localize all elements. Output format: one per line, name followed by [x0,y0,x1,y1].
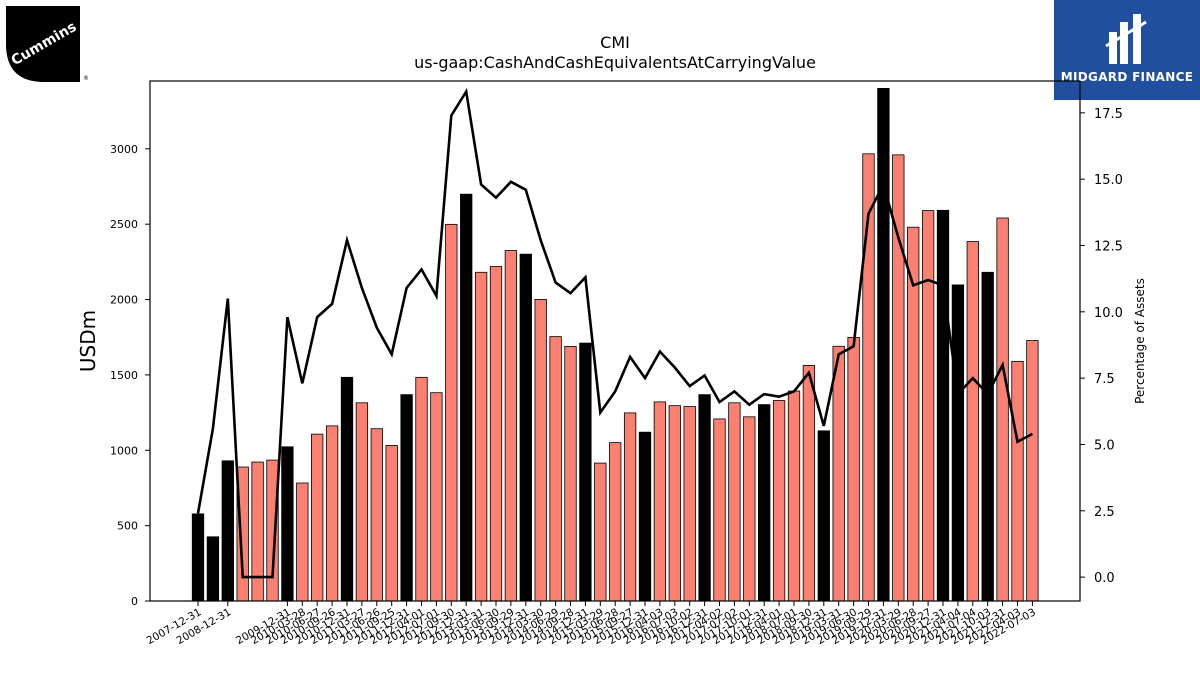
bar [936,209,950,602]
bar [474,271,488,602]
bar [355,402,369,602]
bar [564,346,577,602]
bar [325,425,339,602]
bar [311,433,324,602]
bar [489,266,503,602]
bar [758,404,771,602]
bar [698,394,711,602]
bar [385,445,398,602]
y-tick-label: 2500 [110,218,138,231]
y-axis-right: 0.0 2.5 5.0 7.5 10.0 12.5 15.0 17.5 [1080,107,1123,586]
bar [191,513,205,602]
bar [206,536,220,602]
y-tick-label: 1500 [110,369,138,382]
bar [832,345,845,602]
bar [609,442,622,602]
y-tick-label: 3000 [110,143,138,156]
bar [713,418,726,602]
y2-tick-label: 7.5 [1094,372,1115,387]
bar [847,336,860,602]
bar [504,250,518,602]
chart-subtitle: us-gaap:CashAndCashEquivalentsAtCarrying… [414,53,816,72]
y-axis-left: 0 500 1000 1500 2000 2500 3000 [110,143,150,608]
bar [400,394,413,602]
y2-tick-label: 15.0 [1094,173,1123,188]
bar [877,87,890,602]
bar [1026,340,1039,602]
bar [623,412,637,602]
bar [772,400,786,602]
bar [460,193,473,602]
y-tick-label: 1000 [110,444,138,457]
y-axis-label: USDm [76,310,100,372]
bar [221,460,234,602]
bar [445,223,458,602]
y-tick-label: 2000 [110,294,138,307]
bar [370,428,383,602]
bar [966,241,979,602]
y2-tick-label: 2.5 [1094,505,1115,520]
bar [281,446,294,602]
bar [817,430,830,602]
bar [638,431,652,602]
bar [743,416,756,602]
bar [266,459,279,602]
chart-title: CMI [600,33,630,52]
bar [668,405,681,602]
midgard-finance-text: MIDGARD FINANCE [1060,70,1194,84]
bar [728,402,741,602]
bar [579,342,592,602]
bar [1011,360,1024,602]
cummins-logo: Cummins ® [6,6,89,82]
y2-axis-label: Percentage of Assets [1133,278,1147,404]
y2-tick-label: 10.0 [1094,306,1123,321]
bar [594,462,607,602]
bar [340,376,354,602]
bar [921,210,935,602]
bar [415,376,428,602]
bar [996,217,1009,602]
pct-assets-line [196,87,1034,579]
bar [981,271,994,602]
bar [802,365,816,602]
bar [519,253,532,602]
bar [534,298,547,602]
y2-tick-label: 0.0 [1094,571,1115,586]
y-tick-label: 0 [131,595,138,608]
midgard-finance-logo: MIDGARD FINANCE [1054,0,1200,100]
bar [787,390,801,602]
midgard-mark-icon [1105,14,1147,64]
bar [251,461,264,602]
y-tick-label: 500 [117,520,138,533]
bar [951,284,965,602]
y2-tick-label: 5.0 [1094,438,1115,453]
y2-tick-label: 12.5 [1094,239,1123,254]
bar [683,406,696,602]
svg-text:®: ® [83,75,88,82]
pct-assets-series [196,87,1034,579]
bar [296,482,309,602]
y2-tick-label: 17.5 [1094,107,1123,122]
bar [653,401,667,602]
bar [549,336,562,602]
bar-series [191,87,1039,602]
bar [430,392,443,602]
